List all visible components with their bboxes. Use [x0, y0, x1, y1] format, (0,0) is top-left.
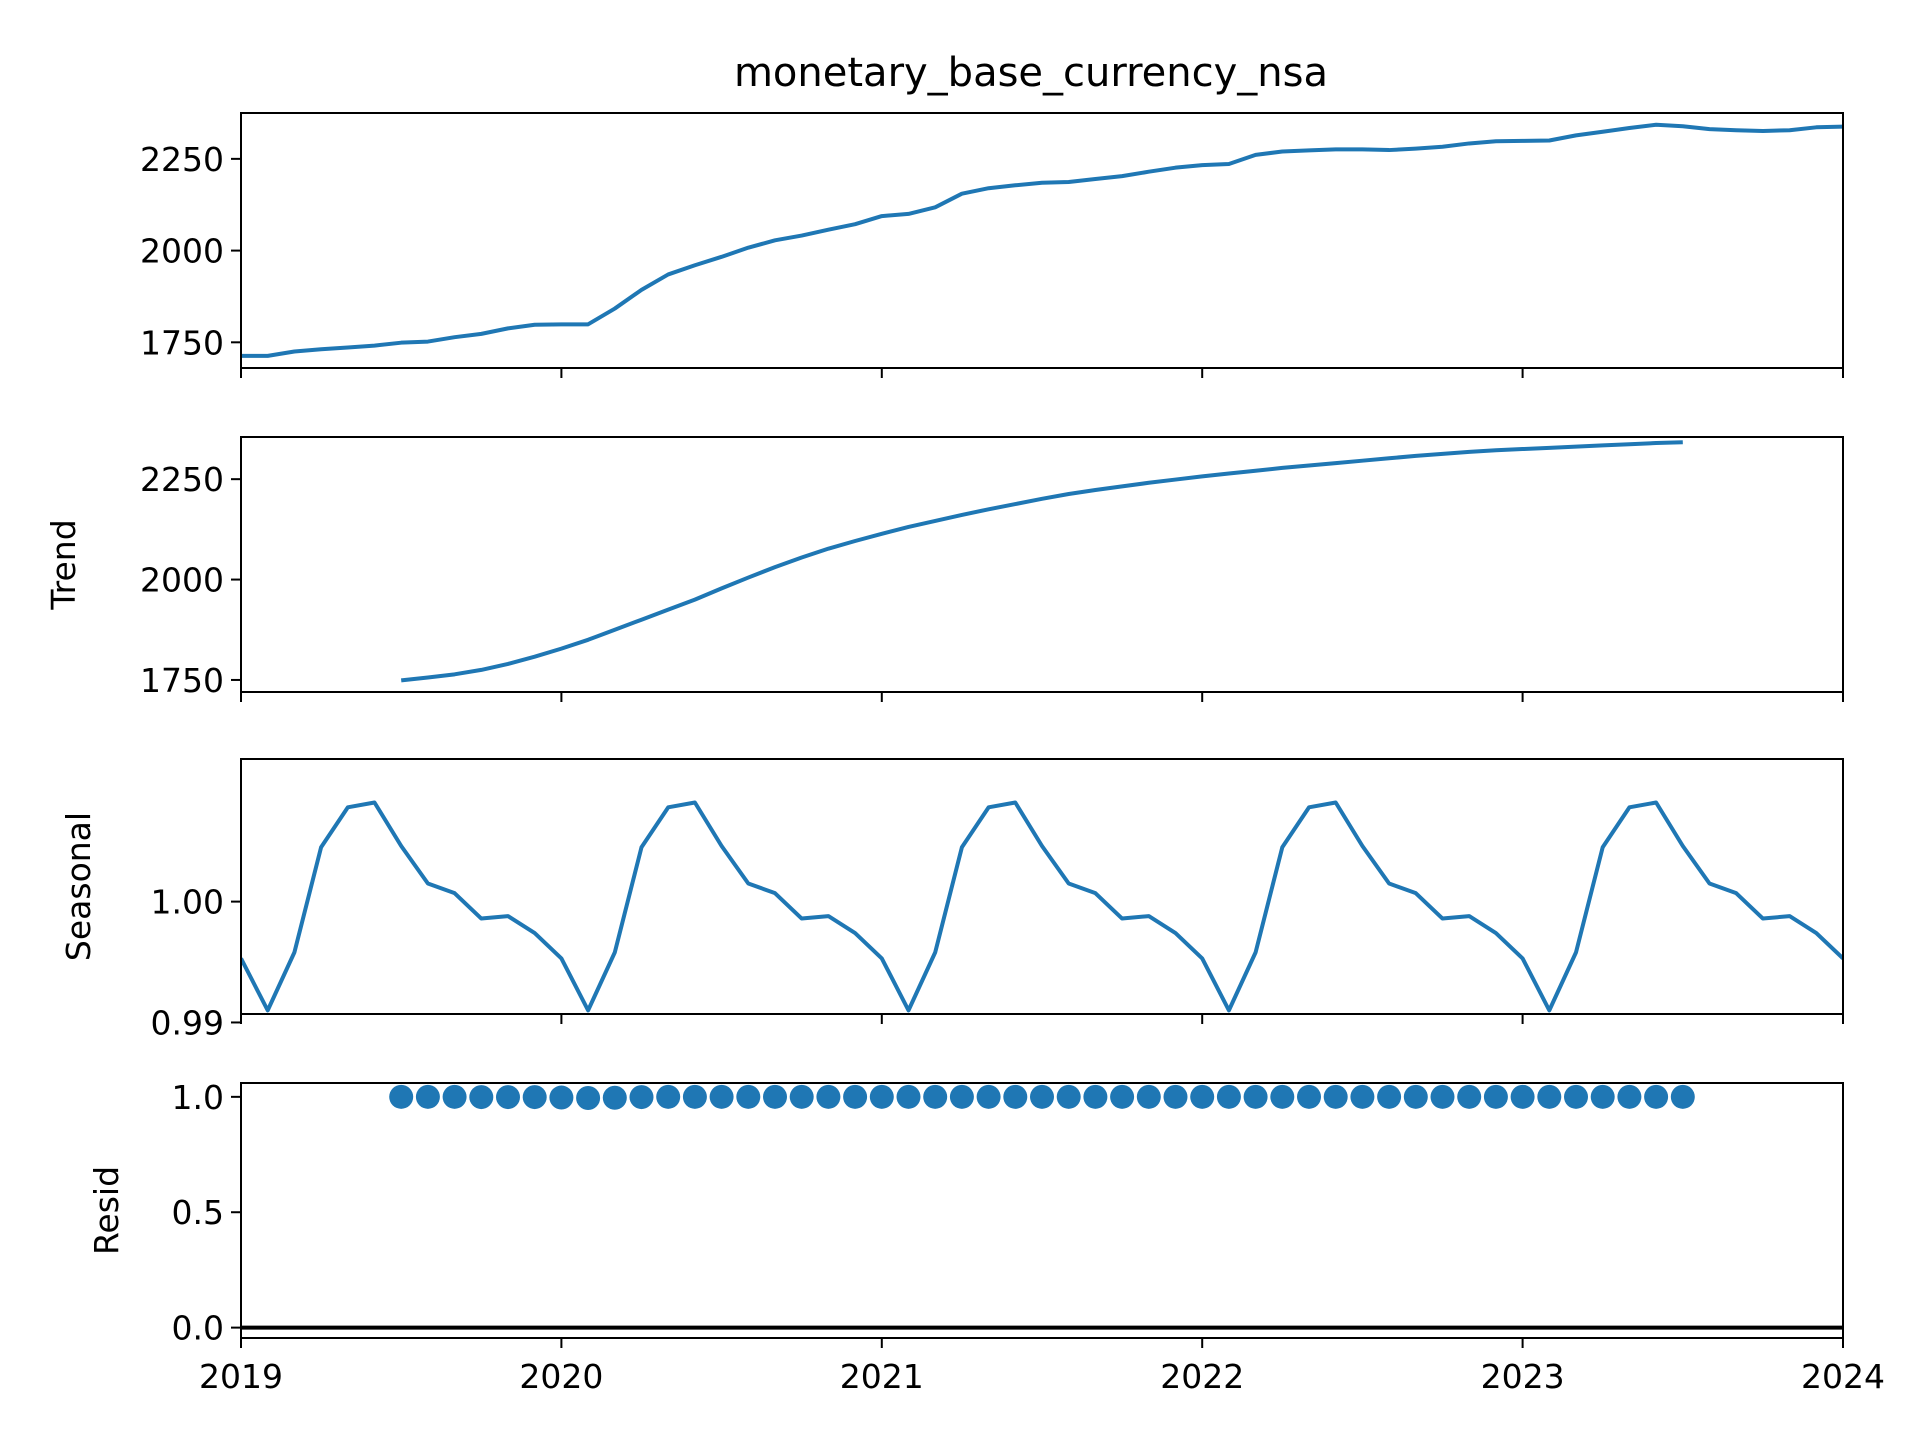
resid-point — [602, 1085, 627, 1110]
resid-point — [816, 1084, 841, 1109]
resid-point — [1323, 1084, 1348, 1109]
resid-point — [1644, 1084, 1669, 1109]
resid-point — [1136, 1084, 1161, 1109]
resid-point — [789, 1084, 814, 1109]
y-tick-label: 2000 — [140, 561, 224, 600]
y-tick-label: 2250 — [140, 140, 224, 179]
resid-point — [415, 1084, 440, 1109]
x-tick-label: 2019 — [199, 1357, 283, 1396]
resid-point — [736, 1084, 761, 1109]
resid-point — [549, 1085, 574, 1110]
y-tick-label: 1750 — [140, 323, 224, 362]
resid-point — [1297, 1084, 1321, 1109]
resid-point — [843, 1084, 868, 1109]
resid-point — [629, 1085, 654, 1110]
resid-point — [1590, 1084, 1615, 1109]
resid-point — [1483, 1084, 1508, 1109]
panel-frame — [240, 758, 1844, 1015]
x-tick-label: 2023 — [1481, 1357, 1565, 1396]
seasonal-series-line — [241, 800, 1843, 1013]
resid-point — [1457, 1084, 1482, 1109]
resid-point — [1216, 1084, 1241, 1109]
resid-point — [709, 1084, 734, 1109]
resid-point — [896, 1084, 921, 1109]
resid-point — [1537, 1084, 1562, 1109]
panel-frame — [240, 112, 1844, 369]
x-tick-label: 2024 — [1801, 1357, 1885, 1396]
y-axis-label-seasonal: Seasonal — [59, 812, 98, 961]
y-tick-label: 2000 — [140, 232, 224, 271]
resid-point — [1243, 1084, 1268, 1109]
y-tick-label: 0.0 — [172, 1309, 224, 1348]
resid-point — [976, 1084, 1001, 1109]
resid-point — [1564, 1084, 1588, 1109]
resid-point — [1003, 1084, 1028, 1109]
y-tick-label: 1.00 — [151, 883, 224, 922]
resid-point — [682, 1084, 707, 1109]
panel-frame — [240, 436, 1844, 693]
y-tick-label: 1.0 — [172, 1078, 224, 1117]
y-tick-label: 2250 — [140, 460, 224, 499]
resid-point — [949, 1084, 974, 1109]
resid-point — [389, 1084, 414, 1109]
y-tick-label: 0.99 — [151, 1003, 224, 1042]
resid-point — [1617, 1084, 1642, 1109]
resid-point — [1270, 1084, 1295, 1109]
resid-point — [923, 1084, 948, 1109]
y-tick-label: 0.5 — [172, 1193, 224, 1232]
y-axis-label-trend: Trend — [44, 519, 83, 610]
resid-point — [1056, 1084, 1081, 1109]
panel-observed: 1750 2000 2250 — [140, 112, 1844, 378]
x-tick-label: 2021 — [840, 1357, 924, 1396]
panel-frame — [240, 1082, 1844, 1339]
resid-point — [469, 1085, 494, 1110]
observed-series-line — [241, 122, 1843, 358]
resid-point — [496, 1085, 520, 1110]
y-axis-label-resid: Resid — [87, 1166, 126, 1255]
resid-point — [1190, 1084, 1215, 1109]
panel-trend: 1750 2000 2250 Trend — [44, 436, 1844, 702]
trend-series-line — [400, 440, 1683, 683]
resid-point — [522, 1085, 547, 1110]
resid-point — [1083, 1084, 1108, 1109]
resid-point — [763, 1084, 787, 1109]
resid-point — [1670, 1084, 1695, 1109]
resid-point — [1110, 1084, 1135, 1109]
resid-point — [869, 1084, 894, 1109]
resid-point — [576, 1086, 601, 1110]
resid-point — [1030, 1084, 1054, 1109]
resid-point — [1430, 1084, 1455, 1109]
resid-point — [1163, 1084, 1188, 1109]
resid-point — [656, 1084, 681, 1109]
y-tick-label: 1750 — [140, 661, 224, 700]
resid-point — [1510, 1084, 1535, 1109]
panel-seasonal: 0.99 1.00 Seasonal — [59, 758, 1844, 1042]
resid-point — [1350, 1084, 1375, 1109]
chart-title: monetary_base_currency_nsa — [734, 50, 1328, 96]
x-tick-label: 2020 — [519, 1357, 603, 1396]
panels: 1750 2000 2250 1750 2000 2250 Trend 0.99 1.00 Sea… — [44, 112, 1885, 1396]
panel-resid: 0.0 0.5 1.0 2019 2020 2021 2022 2023 2024 Resid — [87, 1078, 1885, 1396]
resid-point — [1403, 1084, 1428, 1109]
x-tick-label: 2022 — [1160, 1357, 1244, 1396]
resid-point — [442, 1084, 467, 1109]
resid-point — [1377, 1084, 1402, 1109]
